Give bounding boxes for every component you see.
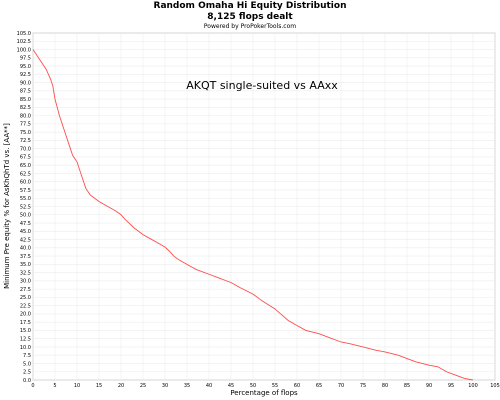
y-tick-label: 52.5 xyxy=(20,204,31,210)
y-tick-label: 5.0 xyxy=(23,361,31,367)
x-tick-label: 20 xyxy=(118,383,124,389)
y-tick-label: 90.0 xyxy=(20,80,31,86)
y-tick-label: 35.0 xyxy=(20,262,31,268)
y-tick-label: 92.5 xyxy=(20,72,31,78)
y-tick-label: 105.0 xyxy=(17,31,31,37)
x-tick-label: 5 xyxy=(53,383,56,389)
y-tick-label: 67.5 xyxy=(20,155,31,161)
y-tick-label: 60.0 xyxy=(20,180,31,186)
series-lines xyxy=(32,49,474,381)
y-tick-label: 95.0 xyxy=(20,64,31,70)
series-line-0 xyxy=(32,49,474,381)
x-tick-labels: 0 5 10 15 20 25 30 35 40 45 50 55 60 65 70 75 80 85 90 95 10… xyxy=(31,383,499,389)
x-tick-label: 45 xyxy=(228,383,234,389)
y-tick-label: 30.0 xyxy=(20,279,31,285)
y-tick-label: 77.5 xyxy=(20,122,31,128)
x-tick-label: 90 xyxy=(426,383,432,389)
x-tick-label: 50 xyxy=(250,383,256,389)
y-axis-label: Minimum Pre equity % for AsKhQhTd vs. [A… xyxy=(3,123,11,289)
y-tick-label: 32.5 xyxy=(20,270,31,276)
y-tick-label: 75.0 xyxy=(20,130,31,136)
y-tick-label: 87.5 xyxy=(20,89,31,95)
x-tick-label: 30 xyxy=(162,383,168,389)
y-tick-label: 42.5 xyxy=(20,237,31,243)
x-tick-label: 70 xyxy=(338,383,344,389)
x-tick-label: 80 xyxy=(382,383,388,389)
x-tick-label: 60 xyxy=(294,383,300,389)
y-tick-label: 57.5 xyxy=(20,188,31,194)
x-tick-label: 40 xyxy=(206,383,212,389)
x-tick-label: 95 xyxy=(448,383,454,389)
x-tick-label: 15 xyxy=(96,383,102,389)
x-axis-label: Percentage of flops xyxy=(230,389,298,397)
y-tick-label: 37.5 xyxy=(20,254,31,260)
y-tick-label: 102.5 xyxy=(17,39,31,45)
y-tick-label: 70.0 xyxy=(20,146,31,152)
grid-lines xyxy=(32,32,496,381)
y-tick-label: 7.5 xyxy=(23,353,31,359)
y-tick-labels: 0.0 2.5 5.0 7.5 10.0 12.5 15.0 17.5 20.0 22.5 25.0… xyxy=(17,31,31,384)
y-tick-label: 17.5 xyxy=(20,320,31,326)
y-tick-label: 55.0 xyxy=(20,196,31,202)
chart-title: Random Omaha Hi Equity Distribution xyxy=(154,1,347,11)
x-tick-label: 75 xyxy=(360,383,366,389)
y-tick-label: 82.5 xyxy=(20,105,31,111)
y-tick-label: 25.0 xyxy=(20,295,31,301)
x-tick-label: 0 xyxy=(31,383,34,389)
x-tick-label: 85 xyxy=(404,383,410,389)
y-tick-label: 27.5 xyxy=(20,287,31,293)
y-tick-label: 0.0 xyxy=(23,378,31,384)
y-tick-label: 15.0 xyxy=(20,328,31,334)
y-tick-label: 65.0 xyxy=(20,163,31,169)
x-tick-label: 100 xyxy=(468,383,478,389)
y-tick-label: 40.0 xyxy=(20,246,31,252)
y-tick-label: 50.0 xyxy=(20,213,31,219)
chart-credit: Powered by ProPokerTools.com xyxy=(204,23,296,30)
y-tick-label: 80.0 xyxy=(20,113,31,119)
chart-subtitle: 8,125 flops dealt xyxy=(207,12,293,22)
x-tick-label: 65 xyxy=(316,383,322,389)
y-tick-label: 12.5 xyxy=(20,336,31,342)
y-tick-label: 22.5 xyxy=(20,303,31,309)
y-tick-label: 62.5 xyxy=(20,171,31,177)
y-tick-label: 45.0 xyxy=(20,229,31,235)
y-tick-label: 100.0 xyxy=(17,47,31,53)
y-tick-label: 85.0 xyxy=(20,97,31,103)
y-tick-label: 10.0 xyxy=(20,345,31,351)
x-tick-label: 25 xyxy=(140,383,146,389)
x-tick-label: 105 xyxy=(490,383,500,389)
x-tick-label: 55 xyxy=(272,383,278,389)
x-tick-label: 35 xyxy=(184,383,190,389)
x-tick-label: 10 xyxy=(74,383,80,389)
y-tick-label: 72.5 xyxy=(20,138,31,144)
chart-annotation: AKQT single-suited vs AAxx xyxy=(186,79,338,92)
y-tick-label: 2.5 xyxy=(23,370,31,376)
y-tick-label: 20.0 xyxy=(20,312,31,318)
y-tick-label: 47.5 xyxy=(20,221,31,227)
y-tick-label: 97.5 xyxy=(20,56,31,62)
